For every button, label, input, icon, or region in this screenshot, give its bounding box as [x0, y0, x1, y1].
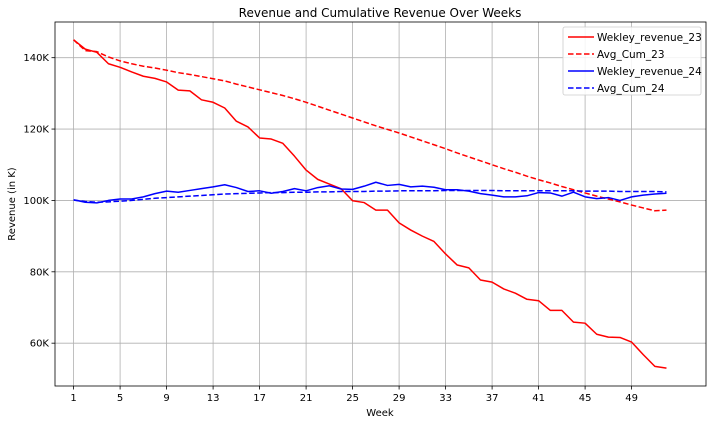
chart-title: Revenue and Cumulative Revenue Over Week…: [239, 6, 522, 20]
y-axis-ticks: 60K 80K 100K 120K 140K: [23, 53, 55, 350]
x-tick-label: 9: [163, 393, 169, 404]
series-line-wekley-revenue-23: [73, 39, 667, 369]
x-tick-label: 13: [207, 393, 220, 404]
legend-box: [562, 26, 702, 96]
x-tick-label: 1: [70, 393, 76, 404]
x-tick-label: 25: [346, 393, 359, 404]
legend-label: Avg_Cum_24: [597, 83, 665, 95]
series-line-avg-cum-23: [73, 39, 667, 212]
x-tick-label: 45: [579, 393, 592, 404]
legend-label: Wekley_revenue_24: [597, 66, 702, 78]
y-tick-label: 140K: [23, 53, 49, 64]
series-line-wekley-revenue-24: [73, 181, 667, 204]
x-tick-label: 5: [117, 393, 123, 404]
legend-label: Wekley_revenue_23: [597, 32, 702, 44]
x-tick-label: 21: [300, 393, 313, 404]
x-tick-label: 41: [532, 393, 545, 404]
y-tick-label: 120K: [23, 125, 49, 136]
series-line-avg-cum-24: [73, 189, 667, 203]
y-tick-label: 60K: [30, 339, 50, 350]
x-tick-label: 29: [393, 393, 406, 404]
y-tick-label: 80K: [30, 267, 50, 278]
legend-label: Avg_Cum_23: [597, 49, 665, 61]
x-axis-label: Week: [366, 408, 394, 419]
legend: Wekley_revenue_23 Avg_Cum_23 Wekley_revenu…: [562, 26, 702, 96]
plot-area-border: [54, 21, 707, 387]
x-tick-label: 37: [486, 393, 499, 404]
series-layer: [73, 39, 667, 369]
x-tick-label: 17: [253, 393, 266, 404]
x-tick-label: 33: [439, 393, 452, 404]
y-axis-label: Revenue (in K): [7, 167, 18, 240]
y-tick-label: 100K: [23, 196, 49, 207]
x-axis-ticks: 1 5 9 13 17 21 25 29 33 37 41 45 49: [70, 386, 638, 404]
x-tick-label: 49: [625, 393, 638, 404]
